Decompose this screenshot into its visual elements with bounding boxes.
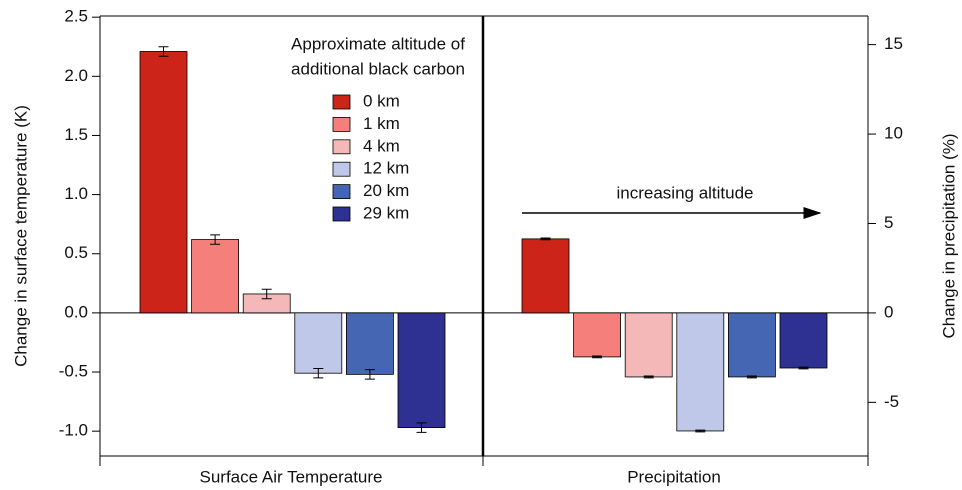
y-tick-label: 2.0 xyxy=(64,66,88,85)
y2-tick-label: 5 xyxy=(884,213,893,232)
y-axis-title: Change in surface temperature (K) xyxy=(11,105,30,367)
bar xyxy=(191,239,240,314)
bar xyxy=(624,312,673,378)
error-bar xyxy=(313,367,324,379)
error-bar xyxy=(746,375,757,379)
error-bar xyxy=(540,237,551,241)
y-tick-label: 0.5 xyxy=(64,243,88,262)
x-tick-label: Precipitation xyxy=(627,467,721,486)
legend-swatch xyxy=(332,139,351,155)
y2-axis-title: Change in precipitation (%) xyxy=(939,133,958,338)
legend-swatch xyxy=(332,161,351,177)
y-tick-label: 1.0 xyxy=(64,184,88,203)
y2-tick-label: -5 xyxy=(884,392,899,411)
error-bar xyxy=(592,355,603,359)
error-bar xyxy=(158,46,169,57)
bar xyxy=(521,238,570,314)
error-bar xyxy=(695,429,706,433)
error-bar xyxy=(798,366,809,370)
y-tick-label: 2.5 xyxy=(64,7,88,26)
y2-tick-label: 15 xyxy=(884,34,903,53)
legend-swatch xyxy=(332,206,351,222)
bar xyxy=(139,51,188,314)
bar xyxy=(573,312,621,358)
legend-label: 0 km xyxy=(363,91,400,110)
legend-label: 29 km xyxy=(363,203,409,222)
legend-title: Approximate altitude of xyxy=(291,34,465,53)
legend-swatch xyxy=(332,94,351,110)
legend-label: 4 km xyxy=(363,136,400,155)
legend-swatch xyxy=(332,117,351,132)
bar xyxy=(728,312,776,378)
annotation: increasing altitude xyxy=(616,183,753,202)
error-bar xyxy=(416,422,427,433)
y2-tick-label: 0 xyxy=(884,302,893,321)
error-bar xyxy=(210,234,221,245)
bar xyxy=(779,312,828,369)
legend-label: 12 km xyxy=(363,159,409,178)
legend-label: 20 km xyxy=(363,181,409,200)
y-tick-label: 0.0 xyxy=(64,302,88,321)
y-tick-label: -0.5 xyxy=(59,362,88,381)
error-bar xyxy=(364,369,375,380)
y-tick-label: -1.0 xyxy=(59,421,88,440)
bar xyxy=(676,312,725,432)
bar xyxy=(397,312,446,429)
legend-swatch xyxy=(332,184,351,200)
bar xyxy=(345,312,394,375)
error-bar xyxy=(261,288,272,300)
x-tick-label: Surface Air Temperature xyxy=(200,467,383,486)
legend-label: 1 km xyxy=(363,114,400,133)
bar xyxy=(294,312,343,374)
error-bar xyxy=(643,375,654,379)
y-tick-label: 1.5 xyxy=(64,125,88,144)
y2-tick-label: 10 xyxy=(884,124,903,143)
legend-title: additional black carbon xyxy=(291,59,465,78)
